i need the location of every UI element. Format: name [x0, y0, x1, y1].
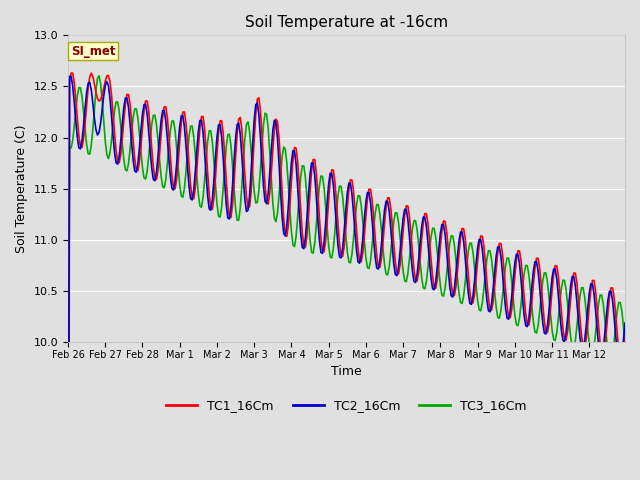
Text: SI_met: SI_met [71, 45, 115, 58]
Y-axis label: Soil Temperature (C): Soil Temperature (C) [15, 124, 28, 253]
X-axis label: Time: Time [331, 365, 362, 378]
Legend: TC1_16Cm, TC2_16Cm, TC3_16Cm: TC1_16Cm, TC2_16Cm, TC3_16Cm [161, 394, 532, 417]
Title: Soil Temperature at -16cm: Soil Temperature at -16cm [245, 15, 448, 30]
